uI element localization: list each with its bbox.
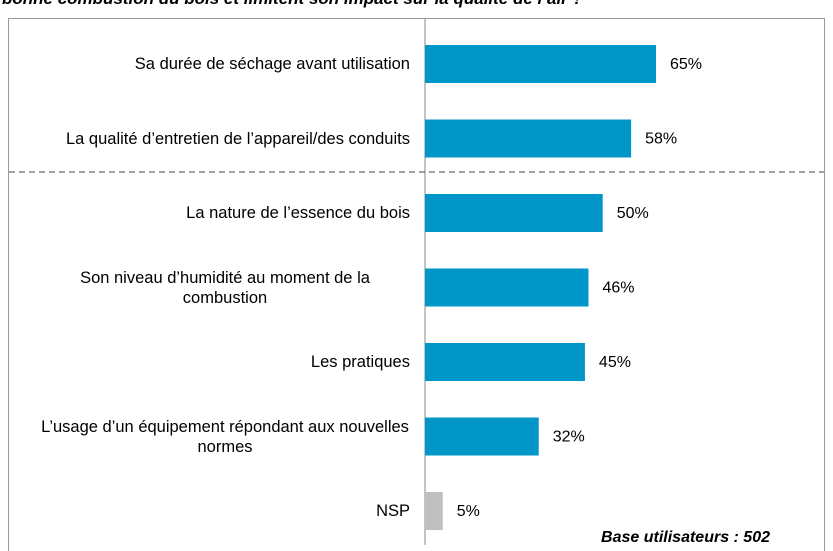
value-label: 65% — [670, 56, 702, 73]
bar — [425, 119, 632, 158]
category-label: Son niveau d’humidité au moment de la co… — [40, 268, 410, 308]
category-text: NSP — [376, 502, 410, 520]
value-label: 50% — [617, 205, 649, 222]
category-label: L’usage d’un équipement répondant aux no… — [40, 417, 410, 457]
bar — [425, 343, 585, 381]
bar — [425, 194, 603, 232]
category-text: La nature de l’essence du bois — [186, 204, 410, 222]
category-text: La qualité d’entretien de l’appareil/des… — [66, 129, 410, 148]
bar — [425, 417, 539, 456]
bar — [425, 45, 656, 83]
category-label: Sa durée de séchage avant utilisation — [40, 54, 410, 74]
category-label: Les pratiques — [40, 352, 410, 372]
value-label: 58% — [645, 131, 677, 148]
category-text: Les pratiques — [310, 353, 410, 371]
chart-title: bonne combustion du bois et limitent son… — [2, 0, 583, 9]
category-label: La qualité d’entretien de l’appareil/des… — [40, 129, 410, 149]
category-text: L’usage d’un équipement répondant aux no… — [41, 417, 409, 456]
value-label: 32% — [553, 429, 585, 446]
value-label: 45% — [599, 354, 631, 371]
category-text: Sa durée de séchage avant utilisation — [134, 55, 410, 73]
value-label: 5% — [457, 503, 480, 520]
category-text: Son niveau d’humidité au moment de la co… — [80, 268, 370, 307]
category-label: NSP — [40, 501, 410, 521]
value-label: 46% — [602, 280, 634, 297]
bar — [425, 492, 443, 530]
bar — [425, 268, 589, 307]
frame — [8, 18, 825, 551]
annotation: Base utilisateurs : 502 — [601, 529, 770, 546]
category-label: La nature de l’essence du bois — [40, 203, 410, 223]
